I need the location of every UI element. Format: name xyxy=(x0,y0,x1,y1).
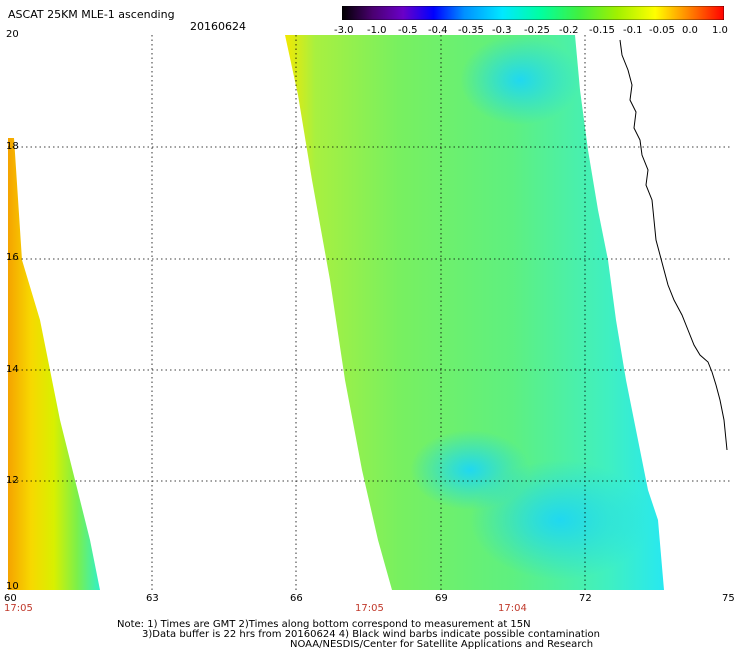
y-tick-label: 10 xyxy=(6,581,19,592)
y-tick-label: 20 xyxy=(6,29,19,40)
colorbar-label: 1.0 xyxy=(712,25,728,36)
y-tick-label: 16 xyxy=(6,252,19,263)
colorbar-label: -0.2 xyxy=(559,25,579,36)
colorbar-label: -0.35 xyxy=(458,25,484,36)
swath-left xyxy=(8,138,100,590)
y-tick-label: 14 xyxy=(6,364,19,375)
colorbar-label: -0.4 xyxy=(428,25,448,36)
swath-main xyxy=(285,35,664,590)
y-tick-label: 12 xyxy=(6,475,19,486)
x-tick-label: 63 xyxy=(146,593,159,604)
colorbar-label: -1.0 xyxy=(367,25,387,36)
colorbar-label: -0.5 xyxy=(398,25,418,36)
x-tick-label: 75 xyxy=(722,593,735,604)
swath-cyan-patch xyxy=(460,35,580,125)
pass-time-label: 17:05 xyxy=(4,603,33,614)
x-tick-label: 60 xyxy=(4,593,17,604)
swath-cyan-patch xyxy=(410,430,530,510)
colorbar-label: -0.25 xyxy=(524,25,550,36)
colorbar-label: -0.1 xyxy=(623,25,643,36)
note-line-1: Note: 1) Times are GMT 2)Times along bot… xyxy=(117,619,531,630)
colorbar xyxy=(342,6,724,20)
note-line-2: 3)Data buffer is 22 hrs from 20160624 4)… xyxy=(142,629,600,640)
colorbar-label: 0.0 xyxy=(682,25,698,36)
colorbar-label: -3.0 xyxy=(334,25,354,36)
coastline xyxy=(619,39,728,451)
grid xyxy=(8,35,730,590)
colorbar-label: -0.15 xyxy=(589,25,615,36)
pass-time-label: 17:05 xyxy=(355,603,384,614)
map-date: 20160624 xyxy=(190,20,246,33)
x-tick-label: 72 xyxy=(579,593,592,604)
x-tick-label: 69 xyxy=(435,593,448,604)
y-tick-label: 18 xyxy=(6,141,19,152)
pass-time-label: 17:04 xyxy=(498,603,527,614)
map-title: ASCAT 25KM MLE-1 ascending xyxy=(8,8,175,21)
colorbar-label: -0.3 xyxy=(492,25,512,36)
colorbar-label: -0.05 xyxy=(649,25,675,36)
x-tick-label: 66 xyxy=(290,593,303,604)
note-line-3: NOAA/NESDIS/Center for Satellite Applica… xyxy=(290,639,594,650)
